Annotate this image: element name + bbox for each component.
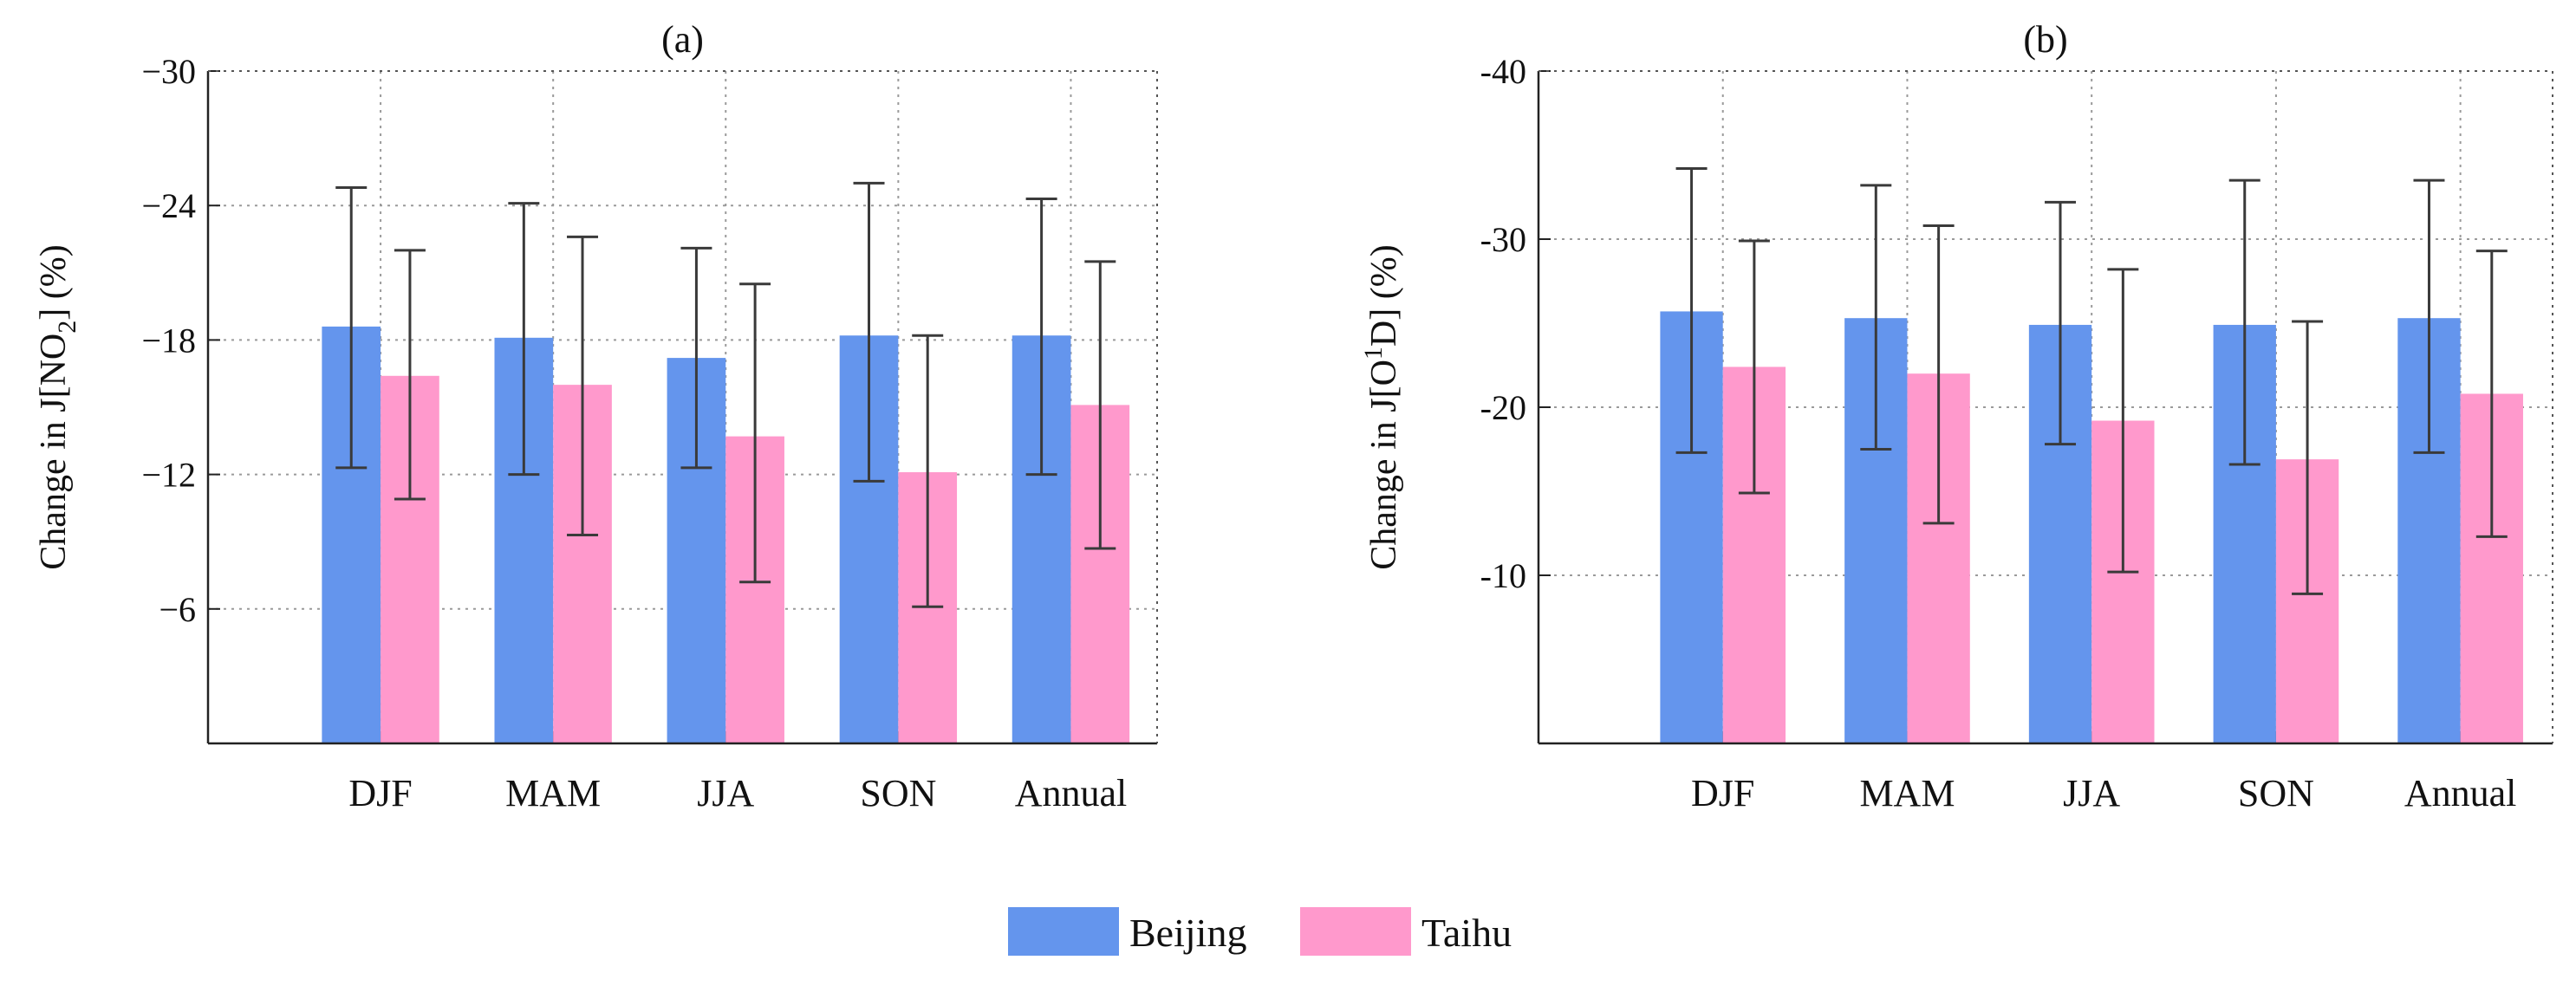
y-axis-label: Change in J[O1D] (%) <box>1359 244 1404 569</box>
y-axis-label-superscript: 1 <box>1359 347 1388 360</box>
y-axis-label-part: D] (%) <box>1364 244 1404 347</box>
x-tick-label: Annual <box>1015 772 1128 814</box>
y-axis-label-part: Change in J[O <box>1364 360 1404 570</box>
y-tick-label: −30 <box>141 52 196 91</box>
panel-title: (b) <box>2023 18 2067 61</box>
y-axis-label-part: ] (%) <box>34 244 74 320</box>
y-tick-label: -10 <box>1480 556 1526 595</box>
y-tick-label: −12 <box>141 456 196 495</box>
y-axis-label: Change in J[NO2] (%) <box>34 244 81 569</box>
x-tick-label: Annual <box>2404 772 2517 814</box>
legend: Beijing Taihu <box>1008 907 1512 956</box>
legend-swatch-taihu <box>1300 907 1411 956</box>
y-tick-label: -30 <box>1480 220 1526 259</box>
panel-a: −30 −24 −18 −12 −6 DJF MAM JJA SON Annual (a) Chang… <box>34 18 1158 814</box>
x-tick-label: JJA <box>697 772 754 814</box>
y-tick-label: −18 <box>141 321 196 360</box>
panel-b: -40 -30 -20 -10 DJF MAM JJA SON Annual (b) Change … <box>1359 18 2553 814</box>
legend-swatch-beijing <box>1008 907 1119 956</box>
x-tick-label: SON <box>860 772 936 814</box>
panel-title: (a) <box>661 18 704 61</box>
legend-label-beijing: Beijing <box>1129 911 1246 955</box>
x-tick-label: JJA <box>2063 772 2120 814</box>
y-axis-label-subscript: 2 <box>53 321 81 334</box>
y-tick-label: -20 <box>1480 388 1526 427</box>
x-tick-label: SON <box>2238 772 2314 814</box>
y-tick-label: −6 <box>159 590 196 629</box>
x-tick-label: DJF <box>348 772 412 814</box>
y-tick-label: −24 <box>141 186 196 225</box>
y-tick-label: -40 <box>1480 52 1526 91</box>
x-tick-label: MAM <box>1859 772 1955 814</box>
y-axis-label-part: Change in J[NO <box>34 334 74 570</box>
x-tick-label: DJF <box>1691 772 1754 814</box>
legend-label-taihu: Taihu <box>1421 911 1512 955</box>
x-tick-label: MAM <box>505 772 601 814</box>
